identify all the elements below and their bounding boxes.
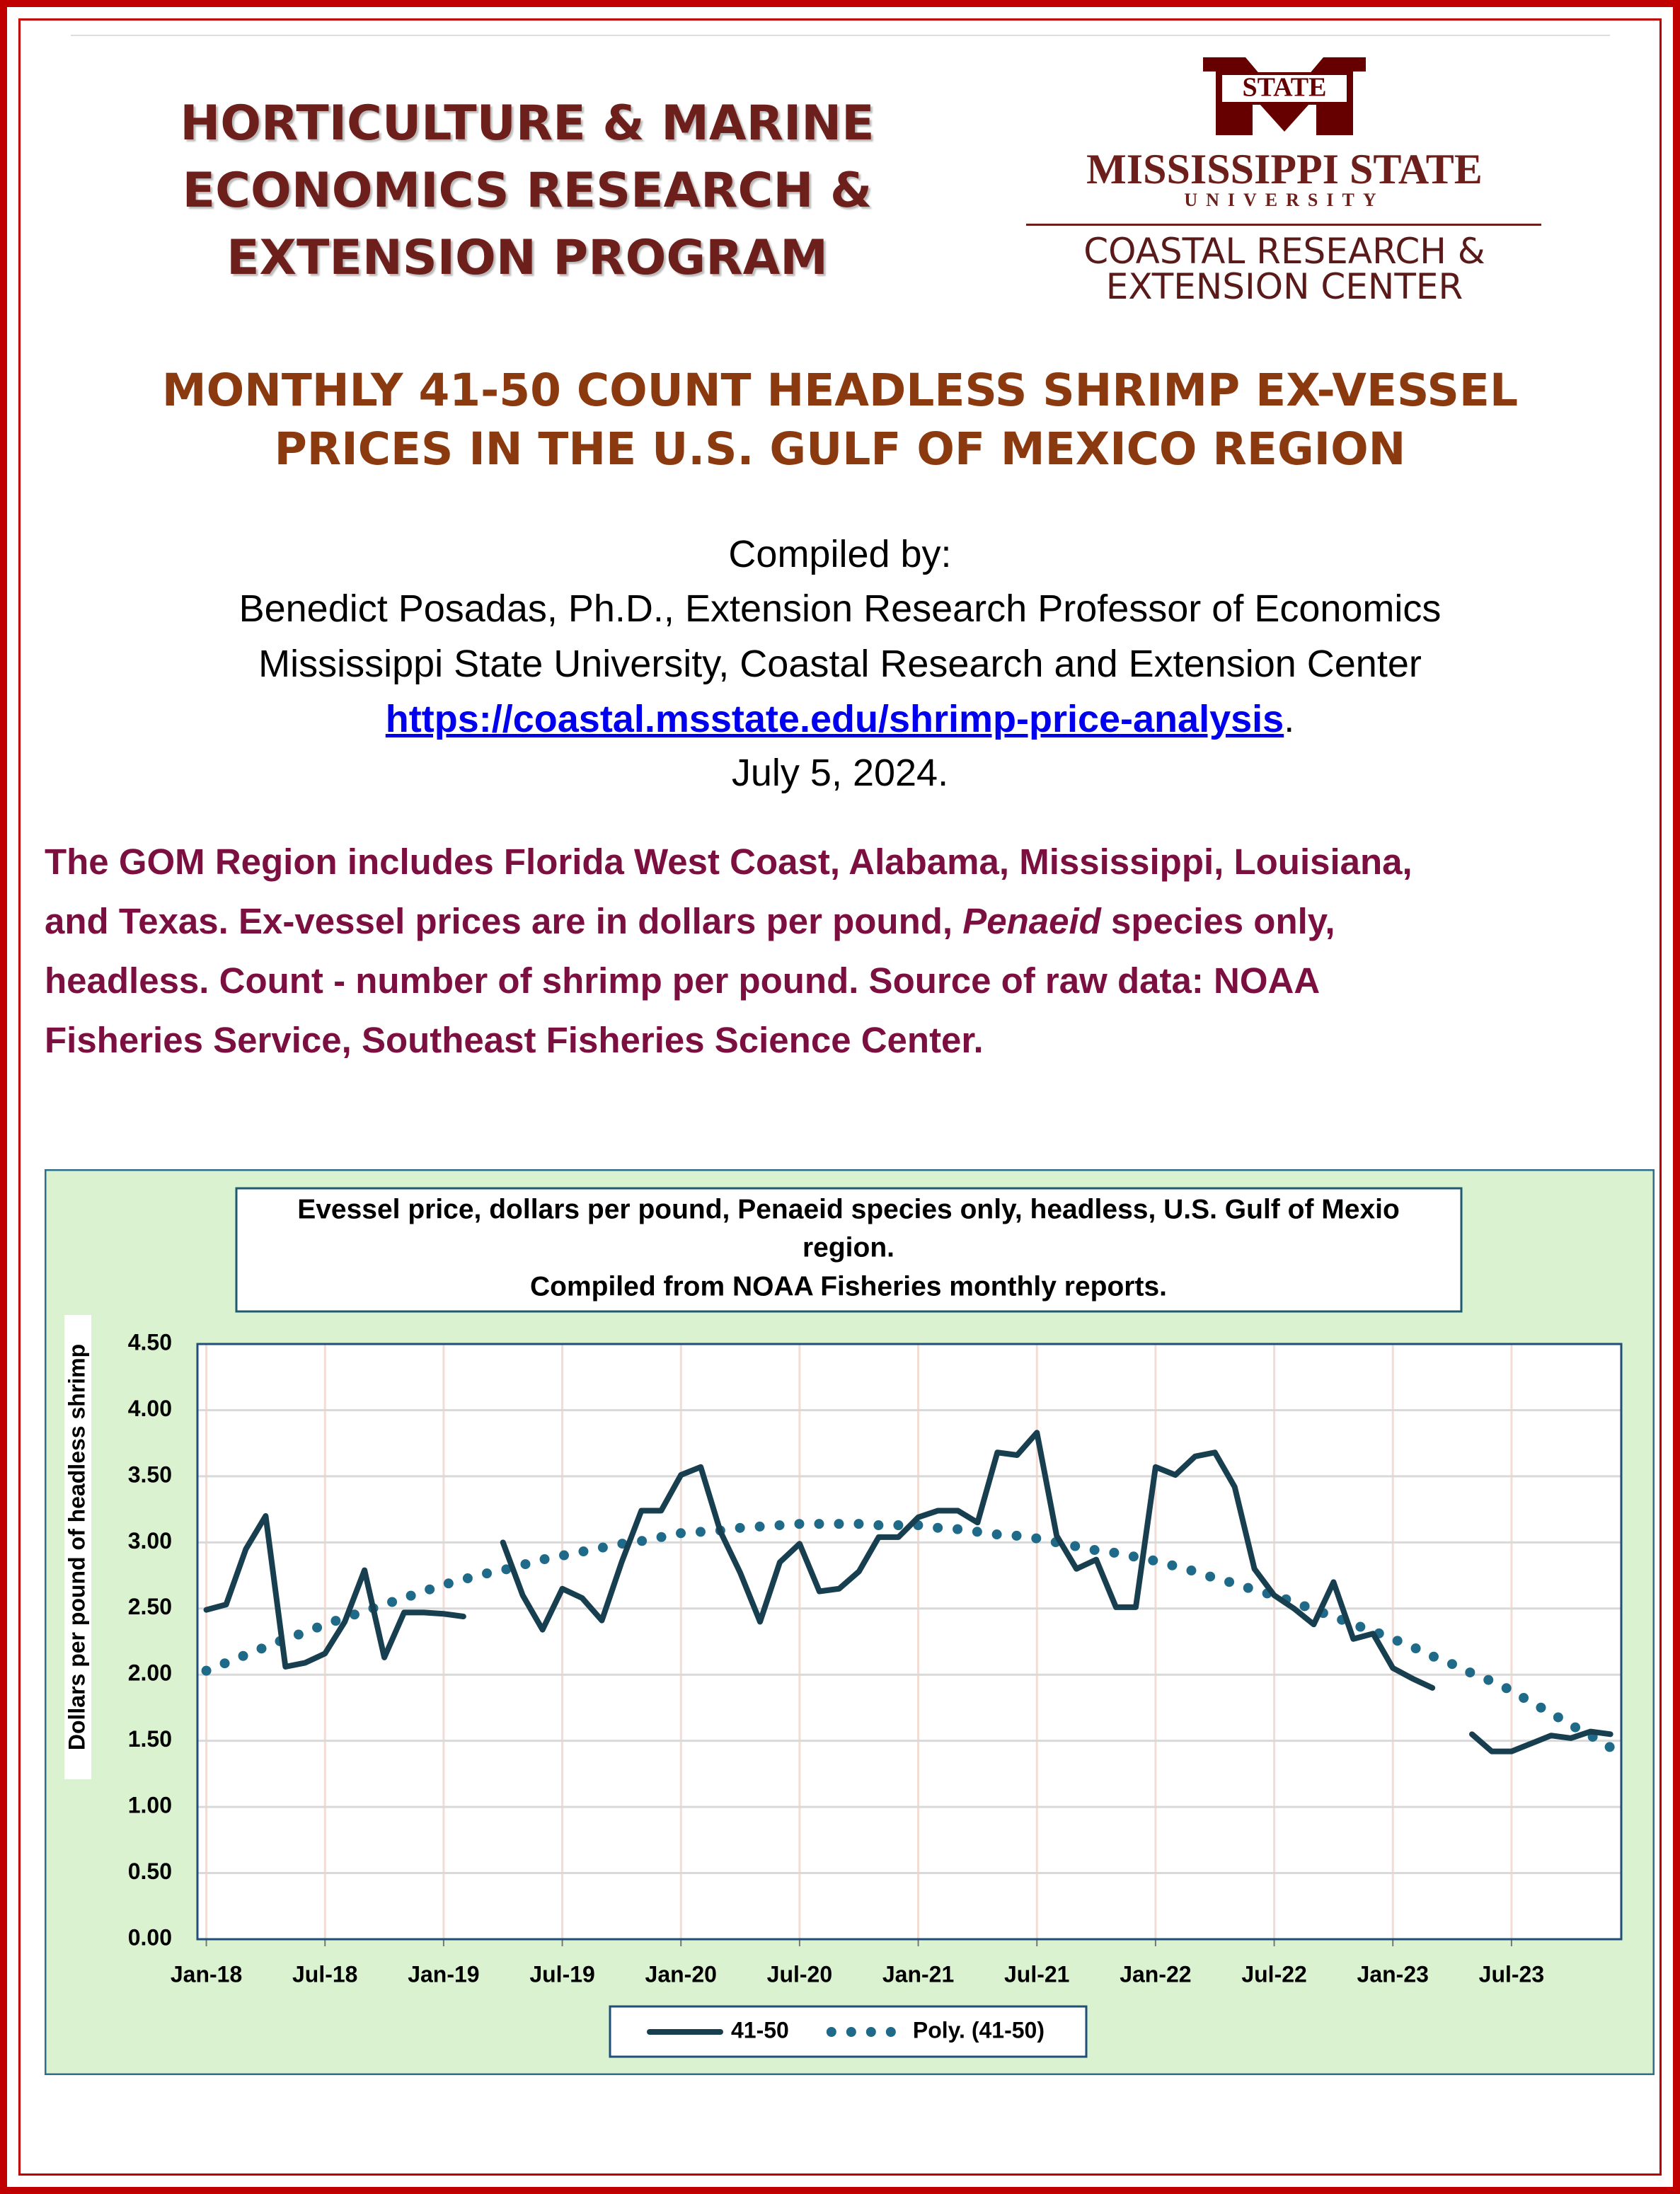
y-label-box [64,1315,91,1779]
text: and Texas. Ex-vessel prices are in dolla… [45,901,963,941]
link-suffix: . [1284,698,1295,740]
program-logo-line: ECONOMICS RESEARCH & [182,163,873,219]
logo-banner: STATE [1243,73,1327,103]
trend-line [201,1519,1616,1753]
legend-label: Poly. (41-50) [913,2017,1045,2043]
x-tick-label: Jan-18 [171,1961,242,1987]
link[interactable]: https://coastal.msstate.edu/shrimp-price… [385,698,1284,740]
msu-m-logo: STATE [1203,57,1366,135]
plot-border [196,1343,1623,1941]
credit-line: Compiled by: [728,533,952,575]
x-tick-label: Jul-21 [1004,1961,1069,1987]
credit-line: Benedict Posadas, Ph.D., Extension Resea… [238,587,1442,630]
top-rule [71,35,1610,36]
description-line: Fisheries Service, Southeast Fisheries S… [45,1020,984,1060]
program-logo-line: HORTICULTURE & MARINE [180,96,875,151]
y-tick-label: 3.00 [128,1528,172,1553]
plot-area [197,1344,1621,1939]
chart-title: Evessel price, dollars per pound, Penaei… [297,1194,1400,1224]
center-name: EXTENSION CENTER [1105,266,1463,307]
text: species only, [1100,901,1335,941]
university-name: MISSISSIPPI STATE [1086,146,1483,193]
chart: Evessel price, dollars per pound, Penaei… [45,1169,1655,2075]
credit-line: Mississippi State University, Coastal Re… [258,643,1422,685]
date: July 5, 2024. [731,752,949,794]
center-name: COASTAL RESEARCH & [1083,231,1485,272]
x-tick-label: Jan-22 [1120,1961,1191,1987]
x-tick-label: Jan-21 [882,1961,954,1987]
program-logo-line: EXTENSION PROGRAM [226,230,828,286]
y-tick-label: 0.00 [128,1924,172,1950]
page-inner-border [18,18,1662,2176]
description-line: and Texas. Ex-vessel prices are in dolla… [45,900,1335,942]
x-tick-label: Jul-22 [1241,1961,1306,1987]
data-line [203,1430,1613,1754]
chart-title: Compiled from NOAA Fisheries monthly rep… [530,1271,1167,1302]
y-tick-label: 1.00 [128,1793,172,1818]
y-tick-label: 1.50 [128,1726,172,1752]
y-tick-label: 4.50 [128,1329,172,1355]
y-tick-label: 2.00 [128,1660,172,1686]
university-sub: UNIVERSITY [1184,190,1385,210]
title-line: PRICES IN THE U.S. GULF OF MEXICO REGION [274,423,1406,475]
x-tick-label: Jan-19 [408,1961,479,1987]
y-tick-label: 4.00 [128,1396,172,1421]
y-tick-label: 2.50 [128,1594,172,1619]
legend-label: 41-50 [731,2017,789,2043]
y-tick-label: 0.50 [128,1859,172,1884]
credit-link-line: https://coastal.msstate.edu/shrimp-price… [0,697,1680,741]
title-line: MONTHLY 41-50 COUNT HEADLESS SHRIMP EX-V… [161,364,1519,416]
y-axis-label: Dollars per pound of headless shrimp [64,1344,89,1750]
x-tick-label: Jan-20 [645,1961,717,1987]
description-line: The GOM Region includes Florida West Coa… [45,842,1413,882]
chart-title-box [235,1187,1463,1313]
x-tick-label: Jul-19 [529,1961,594,1987]
x-tick-label: Jan-23 [1357,1961,1429,1987]
chart-title: region. [802,1232,894,1263]
x-tick-label: Jul-18 [292,1961,357,1987]
x-tick-label: Jul-23 [1479,1961,1544,1987]
logo-rule [1026,224,1541,226]
y-tick-label: 3.50 [128,1461,172,1487]
species-name: Penaeid [962,901,1101,941]
description-line: headless. Count - number of shrimp per p… [45,960,1321,1001]
x-tick-label: Jul-20 [767,1961,832,1987]
